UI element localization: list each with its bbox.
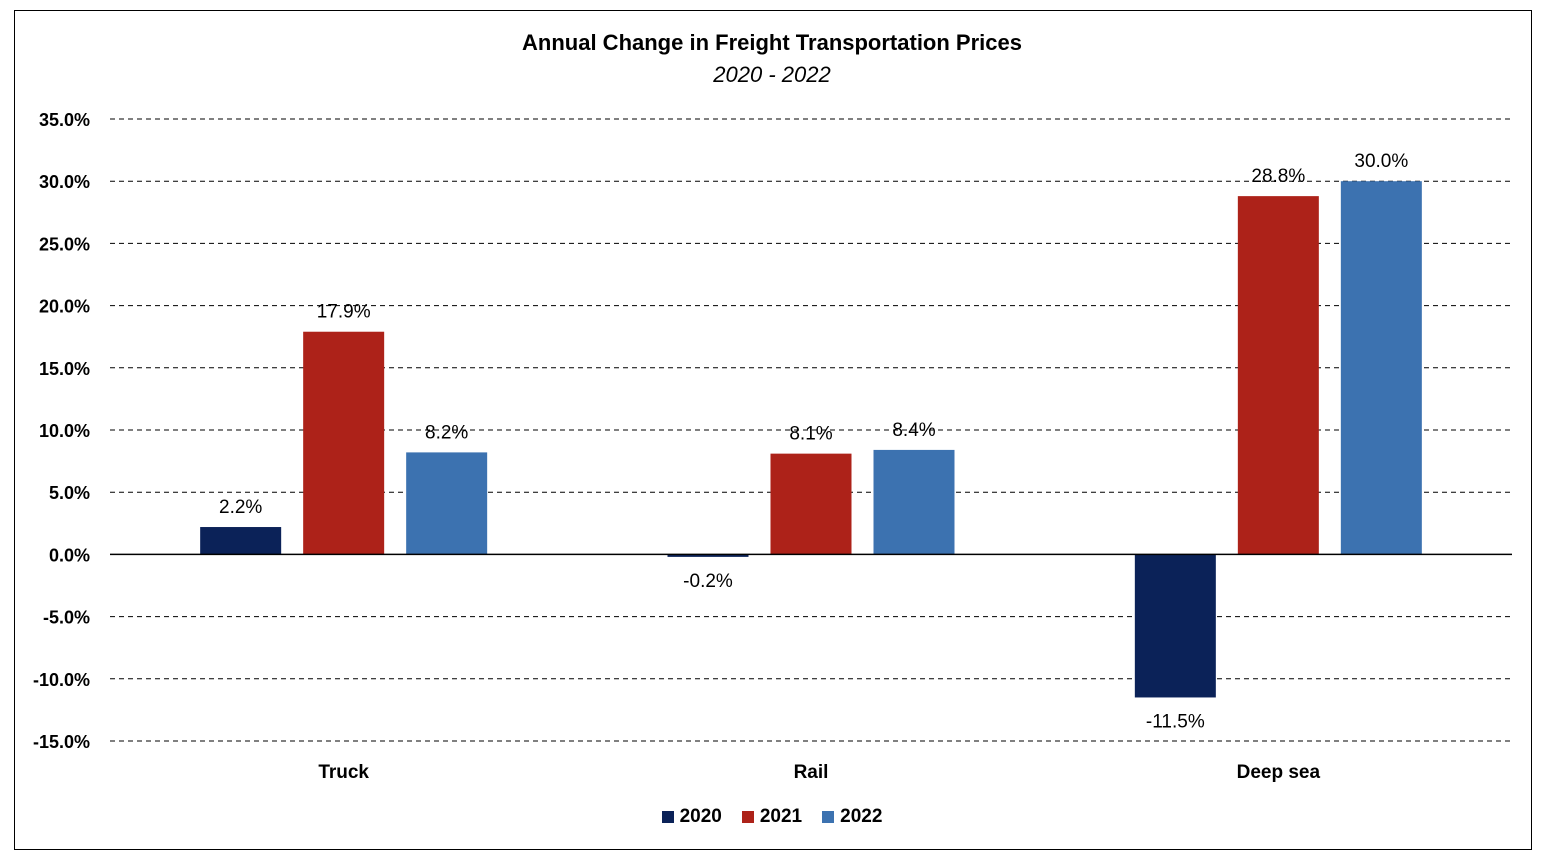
x-category-label: Rail <box>794 762 829 783</box>
chart-title: Annual Change in Freight Transportation … <box>522 30 1022 55</box>
y-tick-label: 30.0% <box>39 172 90 192</box>
data-label: 8.1% <box>789 424 832 445</box>
legend-item-2021: 2021 <box>741 806 803 828</box>
data-label: 2.2% <box>219 497 262 518</box>
legend-swatch-2020 <box>661 811 674 823</box>
x-category-label: Truck <box>318 762 369 783</box>
chart-subtitle: 2020 - 2022 <box>713 62 831 87</box>
data-label: 28.8% <box>1251 166 1305 187</box>
y-tick-label: -10.0% <box>33 670 90 690</box>
y-tick-label: 0.0% <box>49 545 90 565</box>
data-label: 8.2% <box>425 422 468 443</box>
y-tick-label: 10.0% <box>39 421 90 441</box>
bar-2022-deep-sea <box>1340 181 1422 555</box>
x-category-label: Deep sea <box>1237 762 1321 783</box>
bar-2021-deep-sea <box>1237 196 1319 555</box>
y-tick-label: 20.0% <box>39 297 90 317</box>
legend-swatch-2022 <box>822 811 835 823</box>
legend-item-2020: 2020 <box>661 806 722 828</box>
bar-2020-truck <box>200 527 282 555</box>
bar-2021-rail <box>770 453 852 555</box>
legend: 2020 2021 2022 <box>0 806 1544 828</box>
bar-2020-rail <box>667 554 749 557</box>
bar-2021-truck <box>303 331 385 555</box>
bar-2022-rail <box>873 449 955 555</box>
y-tick-label: 5.0% <box>49 483 90 503</box>
legend-swatch-2021 <box>741 811 754 823</box>
legend-item-2022: 2022 <box>822 806 882 828</box>
data-label: 8.4% <box>892 420 935 441</box>
legend-label-2022: 2022 <box>840 806 883 827</box>
y-tick-label: 35.0% <box>39 110 90 130</box>
y-tick-label: -15.0% <box>33 732 90 752</box>
y-tick-label: 15.0% <box>39 359 90 379</box>
legend-label-2021: 2021 <box>759 806 803 827</box>
data-label: -11.5% <box>1146 711 1205 732</box>
data-label: 17.9% <box>317 302 371 323</box>
bar-2020-deep-sea <box>1134 554 1216 698</box>
data-label: 30.0% <box>1354 151 1408 172</box>
y-tick-label: -5.0% <box>43 608 90 628</box>
legend-label-2020: 2020 <box>679 806 722 827</box>
bar-2022-truck <box>406 452 488 555</box>
y-tick-label: 25.0% <box>39 234 90 254</box>
data-label: -0.2% <box>683 571 733 592</box>
